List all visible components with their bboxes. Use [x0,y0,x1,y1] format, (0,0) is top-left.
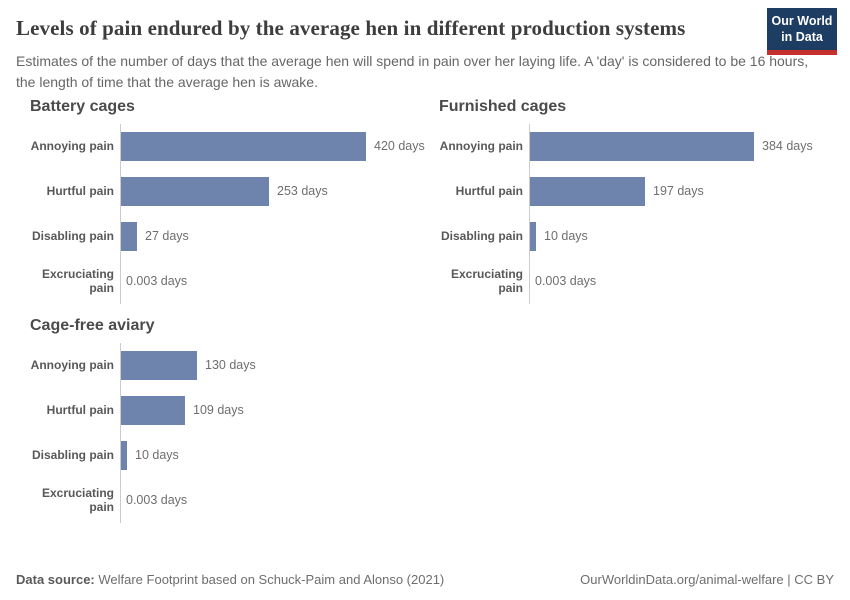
category-label: Annoying pain [30,139,114,154]
bar-track: 0.003 days [120,477,425,523]
category-label: Annoying pain [439,139,523,154]
category-label: Hurtful pain [455,184,523,199]
panel-cage-free-aviary: Cage-free aviary Annoying pain 130 days Hu… [16,317,425,523]
value-label: 130 days [205,358,256,373]
bar[interactable] [530,176,645,206]
bar[interactable] [121,131,366,161]
category-label: Excruciating pain [41,486,114,515]
data-source-text: Welfare Footprint based on Schuck-Paim a… [94,572,445,587]
category-label: Hurtful pain [46,403,114,418]
panel-battery-cages: Battery cages Annoying pain 420 days Hurtf… [16,98,425,304]
data-source-label: Data source: [16,572,95,587]
value-label: 0.003 days [126,274,188,289]
chart-header: Levels of pain endured by the average he… [16,8,837,92]
panel-title: Cage-free aviary [30,316,155,334]
category-label: Annoying pain [30,358,114,373]
value-label: 10 days [544,229,588,244]
bar-track: 10 days [120,432,425,478]
chart-row: Hurtful pain 253 days [30,168,425,214]
bar[interactable] [121,350,197,380]
category-label: Excruciating pain [41,267,114,296]
value-label: 27 days [145,229,189,244]
bar-track: 109 days [120,387,425,433]
bar[interactable] [530,131,754,161]
bar-track: 420 days [120,123,425,169]
owid-logo-line1: Our World [771,14,833,28]
chart-subtitle: Estimates of the number of days that the… [16,53,809,90]
chart-row: Annoying pain 130 days [30,342,425,388]
chart-row: Hurtful pain 109 days [30,387,425,433]
chart-row: Excruciating pain 0.003 days [30,258,425,304]
bar[interactable] [121,176,269,206]
bar-track: 10 days [529,213,834,259]
category-label: Disabling pain [440,229,523,244]
value-label: 197 days [653,184,704,199]
chart-row: Excruciating pain 0.003 days [439,258,834,304]
bar-rows: Annoying pain 384 days Hurtful pain 197 day… [439,123,834,304]
bar-track: 384 days [529,123,834,169]
category-label: Hurtful pain [46,184,114,199]
bar[interactable] [121,440,127,470]
bar-track: 253 days [120,168,425,214]
data-source-note: Data source: Welfare Footprint based on … [16,572,444,587]
panel-furnished-cages: Furnished cages Annoying pain 384 days Hur… [425,98,834,304]
panel-title: Battery cages [30,97,135,115]
chart-row: Disabling pain 10 days [30,432,425,478]
category-label: Excruciating pain [450,267,523,296]
category-label: Disabling pain [31,229,114,244]
page-title: Levels of pain endured by the average he… [16,16,686,40]
category-label: Disabling pain [31,448,114,463]
chart-row: Disabling pain 10 days [439,213,834,259]
chart-row: Hurtful pain 197 days [439,168,834,214]
value-label: 253 days [277,184,328,199]
panel-title: Furnished cages [439,97,567,115]
bar-track: 197 days [529,168,834,214]
value-label: 109 days [193,403,244,418]
value-label: 0.003 days [535,274,597,289]
chart-footer: Data source: Welfare Footprint based on … [16,572,834,587]
owid-logo[interactable]: Our World in Data [767,8,837,56]
owid-logo-line2: in Data [781,29,823,44]
bar[interactable] [121,221,137,251]
bar-rows: Annoying pain 420 days Hurtful pain 253 day… [30,123,425,304]
value-label: 420 days [374,139,425,154]
chart-row: Disabling pain 27 days [30,213,425,259]
bar-rows: Annoying pain 130 days Hurtful pain 109 day… [30,342,425,523]
chart-row: Annoying pain 384 days [439,123,834,169]
owid-url-license[interactable]: OurWorldinData.org/animal-welfare | CC B… [580,572,834,587]
chart-row: Annoying pain 420 days [30,123,425,169]
bar-track: 27 days [120,213,425,259]
value-label: 384 days [762,139,813,154]
bar-track: 0.003 days [529,258,834,304]
bar-track: 130 days [120,342,425,388]
chart-row: Excruciating pain 0.003 days [30,477,425,523]
value-label: 10 days [135,448,179,463]
bar[interactable] [530,221,536,251]
bar-track: 0.003 days [120,258,425,304]
charts-grid: Battery cages Annoying pain 420 days Hurtf… [16,98,834,523]
value-label: 0.003 days [126,493,188,508]
bar[interactable] [121,395,185,425]
